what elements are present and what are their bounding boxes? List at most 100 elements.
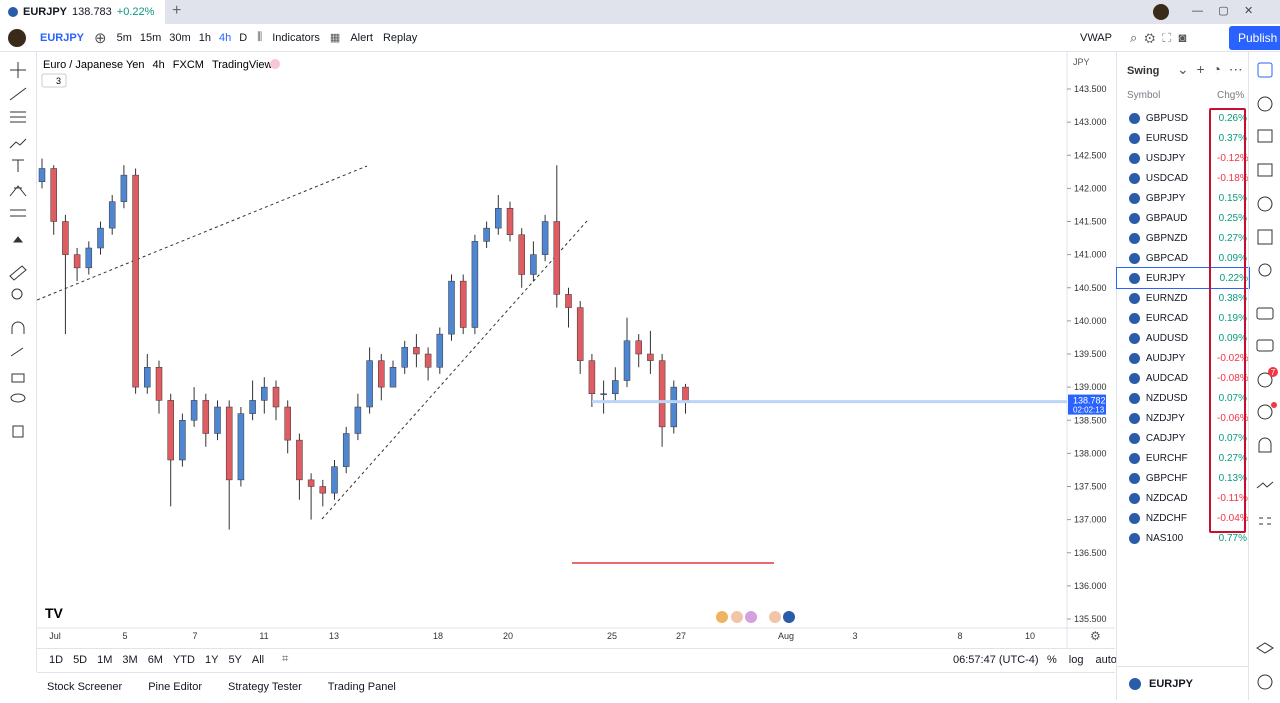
new-tab[interactable]: + [172, 2, 182, 19]
trend-line[interactable] [321, 220, 588, 520]
replay-button[interactable]: Replay [382, 31, 418, 44]
pattern-tool[interactable] [9, 138, 27, 149]
profile[interactable] [8, 29, 26, 47]
watchlist-name[interactable]: Swing [1127, 65, 1160, 77]
ruler[interactable] [9, 265, 27, 281]
fib-tool[interactable] [10, 111, 26, 123]
interval[interactable]: 4h [218, 31, 232, 44]
top-icons[interactable]: ⌕ ⚙ ⛶ ◙ [1130, 30, 1187, 45]
range[interactable]: All [251, 653, 265, 666]
watchlist-row[interactable]: NZDCAD -0.11% [1123, 488, 1248, 508]
bottom-tab[interactable]: Pine Editor [148, 680, 203, 693]
watchlist-row[interactable]: EURJPY 0.22% [1116, 267, 1250, 289]
indicators-button[interactable]: Indicators [272, 31, 320, 44]
watchlist-row[interactable]: GBPJPY 0.15% [1123, 188, 1247, 208]
watchlist-row[interactable]: AUDUSD 0.09% [1123, 328, 1247, 348]
date-range[interactable]: ⌗ [282, 653, 289, 665]
live-icon[interactable] [1257, 404, 1273, 420]
lock[interactable] [11, 373, 25, 383]
browser-tab[interactable]: EURJPY 138.783 +0.22% [0, 0, 165, 24]
trend-line[interactable] [37, 165, 368, 301]
alerts-icon[interactable] [1257, 96, 1273, 112]
watchlist-row[interactable]: AUDJPY -0.02% [1123, 348, 1249, 368]
watchlist-row[interactable]: CADJPY 0.07% [1123, 428, 1247, 448]
symbol-button[interactable]: EURJPY [40, 31, 85, 44]
alert-button[interactable]: Alert [350, 31, 373, 44]
compare[interactable]: ⊕ [94, 29, 107, 47]
range[interactable]: YTD [172, 653, 195, 666]
zoom[interactable] [11, 288, 23, 300]
watchlist-row[interactable]: USDCAD -0.18% [1123, 168, 1249, 188]
interval[interactable]: 5m [116, 31, 132, 44]
watchlist-row[interactable]: EURCHF 0.27% [1123, 448, 1247, 468]
lock-draw[interactable] [10, 347, 24, 357]
stream-icon[interactable] [1257, 372, 1273, 388]
news-icon[interactable] [1257, 129, 1273, 143]
hide[interactable] [10, 393, 26, 403]
watchlist-row[interactable]: GBPUSD 0.26% [1123, 108, 1247, 128]
indicator-toggle[interactable] [41, 73, 67, 88]
interval[interactable]: D [239, 31, 248, 44]
window-controls[interactable]: — ▢ ✕ [1192, 5, 1254, 17]
calc-icon[interactable] [1257, 229, 1273, 245]
range[interactable]: 3M [122, 653, 138, 666]
publish-button[interactable]: Publish [1229, 26, 1280, 50]
chat-icon[interactable] [1256, 307, 1274, 320]
magnet[interactable] [11, 321, 25, 334]
chart-type[interactable]: ⫼ [257, 31, 263, 43]
watchlist-row[interactable]: EURCAD 0.19% [1123, 308, 1247, 328]
trendline-tool[interactable] [9, 87, 27, 101]
scale-option[interactable]: log [1068, 654, 1084, 666]
events[interactable] [716, 611, 795, 623]
prediction-tool[interactable] [9, 185, 27, 197]
bottom-tab[interactable]: Strategy Tester [228, 680, 302, 693]
text-tool[interactable] [12, 159, 24, 172]
watchlist-row[interactable]: NZDCHF -0.04% [1123, 508, 1249, 528]
axis-settings[interactable]: ⚙ [1090, 629, 1101, 643]
interval[interactable]: 15m [139, 31, 162, 44]
bottom-tab[interactable]: Trading Panel [327, 680, 396, 693]
watchlist-icon[interactable] [1257, 62, 1273, 78]
range[interactable]: 5Y [228, 653, 242, 666]
watchlist-row[interactable]: GBPAUD 0.25% [1123, 208, 1247, 228]
watchlist-row[interactable]: USDJPY -0.12% [1123, 148, 1249, 168]
watchlist-row[interactable]: GBPCHF 0.13% [1123, 468, 1247, 488]
watchlist-row[interactable]: AUDCAD -0.08% [1123, 368, 1249, 388]
templates[interactable]: ▦ [329, 32, 341, 44]
watchlist-row[interactable]: NZDJPY -0.06% [1123, 408, 1249, 428]
help-icon[interactable] [1257, 674, 1273, 690]
range[interactable]: 1D [49, 653, 64, 666]
watchlist-row[interactable]: NZDUSD 0.07% [1123, 388, 1247, 408]
ideas-icon[interactable] [1258, 263, 1272, 277]
watchlist-row[interactable]: GBPCAD 0.09% [1123, 248, 1247, 268]
scale-option[interactable]: auto [1095, 654, 1117, 666]
crosshair-tool[interactable] [10, 62, 26, 78]
hotlist-icon[interactable] [1257, 196, 1273, 212]
legend-part: TradingView [212, 59, 273, 71]
watchlist-row[interactable]: NAS100 0.77% [1123, 528, 1247, 548]
range[interactable]: 5D [73, 653, 88, 666]
collapse[interactable] [12, 236, 24, 243]
measure-tool[interactable] [10, 209, 26, 217]
scale-option[interactable]: % [1047, 654, 1057, 666]
layers-icon[interactable] [1256, 642, 1274, 654]
trash[interactable] [12, 425, 24, 438]
calendar-icon[interactable] [1257, 163, 1273, 177]
chat2-icon[interactable] [1256, 339, 1274, 352]
interval[interactable]: 1h [198, 31, 211, 44]
range[interactable]: 1M [97, 653, 113, 666]
range[interactable]: 6M [147, 653, 163, 666]
trading-icon[interactable] [1256, 481, 1274, 489]
vwap[interactable]: VWAP [1080, 32, 1112, 44]
watchlist-actions[interactable]: ⌄ + ◔ ⋯ [1177, 61, 1243, 77]
interval[interactable]: 30m [169, 31, 191, 44]
bottom-tab[interactable]: Stock Screener [47, 680, 123, 693]
footer-symbol[interactable]: EURJPY [1149, 677, 1194, 690]
watchlist-row[interactable]: EURUSD 0.37% [1123, 128, 1247, 148]
notif-icon[interactable] [1258, 437, 1272, 453]
dom-icon[interactable] [1259, 517, 1271, 525]
range[interactable]: 1Y [204, 653, 219, 666]
watchlist-row[interactable]: GBPNZD 0.27% [1123, 228, 1247, 248]
watchlist-row[interactable]: EURNZD 0.38% [1123, 288, 1247, 308]
avatar[interactable] [1153, 4, 1169, 20]
